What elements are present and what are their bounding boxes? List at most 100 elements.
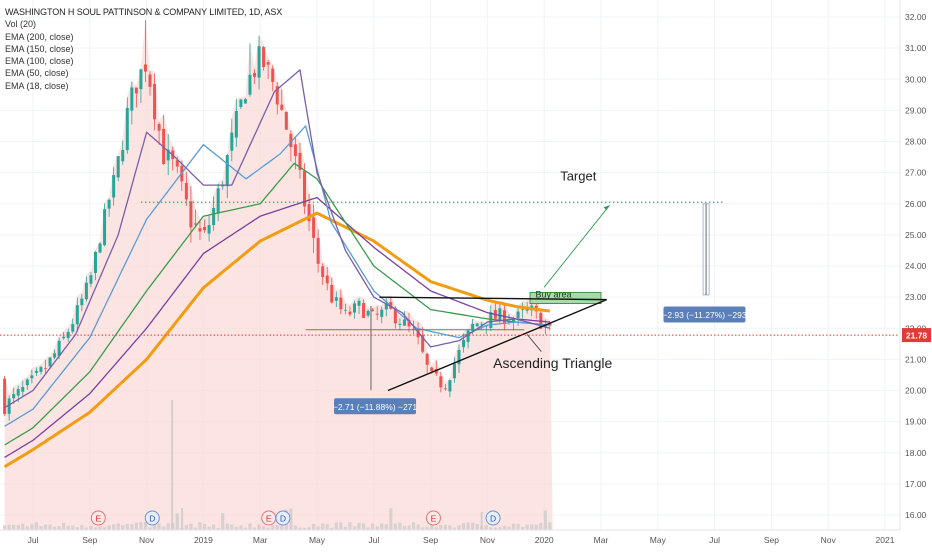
candle-body: [343, 309, 347, 311]
candle-body: [480, 323, 484, 325]
ema-line: [4, 196, 550, 458]
volume-bar: [125, 523, 129, 530]
ema-line: [3, 211, 551, 469]
candle-body: [457, 349, 461, 365]
candle-body: [393, 308, 397, 324]
x-tick-label: Jul: [709, 535, 720, 545]
volume-bar: [230, 524, 234, 530]
candle-body: [452, 363, 456, 379]
symbol-title: WASHINGTON H SOUL PATTINSON & COMPANY LI…: [5, 7, 283, 17]
volume-bar: [116, 523, 120, 530]
volume-bar: [352, 526, 357, 530]
pattern-pointer: [526, 334, 542, 352]
candle-body: [221, 185, 225, 187]
candle-body: [466, 330, 470, 342]
legend-ema200[interactable]: EMA (200, close): [5, 31, 74, 42]
candle-body: [362, 303, 366, 318]
legend-ema150[interactable]: EMA (150, close): [5, 43, 74, 54]
volume-bar: [330, 527, 334, 530]
volume-bar: [548, 522, 552, 530]
volume-bar: [252, 527, 257, 530]
volume-bar: [189, 523, 193, 530]
volume-bar: [25, 526, 29, 530]
volume-bar: [439, 524, 443, 530]
candle-body: [321, 266, 325, 277]
y-tick-label: 17.00: [905, 479, 927, 489]
candle-body: [512, 319, 516, 323]
candle-body: [112, 175, 116, 198]
volume-bar: [425, 526, 429, 530]
legend-vol[interactable]: Vol (20): [5, 19, 37, 30]
candle-body: [430, 367, 434, 372]
target-label: Target: [560, 168, 597, 183]
volume-bar: [521, 526, 525, 530]
candle-body: [84, 282, 88, 300]
candle-body: [12, 394, 16, 399]
candle-body: [148, 74, 152, 87]
candle-body: [21, 386, 25, 392]
y-tick-label: 28.00: [905, 137, 927, 147]
candle-body: [230, 132, 234, 151]
candle-body: [225, 155, 229, 187]
target-arrow-head: [603, 205, 610, 211]
volume-bar: [48, 524, 52, 530]
candle-body: [348, 311, 352, 315]
candle-body: [434, 369, 438, 374]
volume-bar: [212, 524, 216, 530]
legend-ema100[interactable]: EMA (100, close): [5, 56, 74, 67]
event-marker-label: E: [431, 513, 437, 523]
candle-body: [266, 62, 270, 65]
x-tick-label: Jul: [368, 535, 379, 545]
volume-bar: [184, 524, 188, 530]
candle-body: [271, 68, 275, 82]
volume-spike: [480, 512, 483, 530]
volume-bar: [293, 525, 298, 530]
volume-bar: [307, 527, 311, 530]
dividend-marker: [144, 510, 160, 526]
volume-bar: [102, 527, 107, 530]
candle-body: [207, 225, 211, 234]
target-arrow: [543, 205, 610, 288]
volume-bar: [489, 527, 493, 530]
legend-ema50[interactable]: EMA (50, close): [5, 68, 69, 79]
volume-bar: [157, 523, 161, 530]
y-tick-label: 31.00: [905, 43, 927, 53]
y-tick-label: 23.00: [905, 292, 927, 302]
candle-body: [53, 353, 57, 358]
ema-line: [4, 69, 551, 409]
candle-body: [303, 170, 307, 207]
ema-lines: [3, 69, 551, 469]
volume-bar: [207, 526, 211, 530]
volume-bar: [93, 527, 98, 530]
y-tick-label: 16.00: [905, 510, 927, 520]
candle-body: [57, 340, 61, 356]
support-line: [387, 298, 607, 392]
candle-body: [139, 69, 143, 90]
volume-bar: [139, 522, 143, 530]
candle-body: [212, 208, 216, 226]
volume-bar: [534, 524, 538, 530]
event-marker-label: D: [490, 513, 496, 523]
candle-body: [34, 370, 38, 373]
volume-bar: [130, 524, 134, 530]
legend-ema18[interactable]: EMA (18, close): [5, 80, 69, 91]
y-tick-label: 26.00: [905, 199, 927, 209]
volume-bar: [43, 524, 48, 530]
candle-body: [3, 378, 7, 415]
candle-body: [352, 303, 356, 313]
candle-body: [125, 107, 129, 151]
volume-bar: [143, 522, 148, 530]
candle-body: [298, 152, 302, 170]
buy-area-label: Buy area: [535, 290, 571, 300]
volume-bar: [530, 524, 534, 530]
candle-body: [30, 375, 34, 379]
candle-body: [143, 64, 147, 72]
x-tick-label: 2020: [535, 535, 554, 545]
volume-bar: [121, 525, 125, 530]
volume-bar: [98, 526, 102, 530]
chart-legend: WASHINGTON H SOUL PATTINSON & COMPANY LI…: [5, 6, 282, 92]
candle-body: [398, 324, 402, 325]
volume-bar: [334, 522, 338, 530]
